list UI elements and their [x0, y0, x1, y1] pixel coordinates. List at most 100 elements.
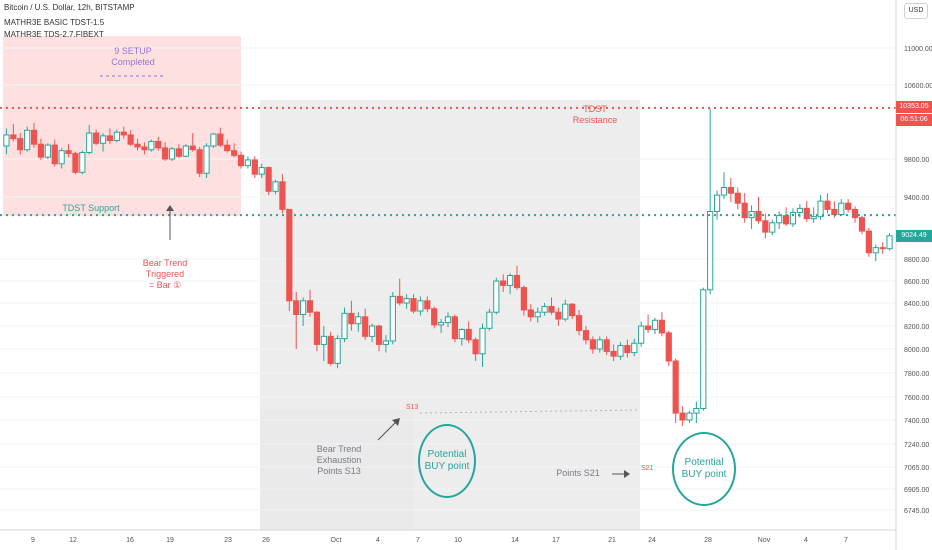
candle-body [617, 345, 624, 357]
setup-completed-label: 9 SETUP Completed [111, 46, 155, 67]
price-tick-label: 7600.00 [904, 395, 929, 402]
time-tick-label: 16 [126, 537, 134, 544]
candle-body [610, 350, 617, 357]
price-tick-label: 8400.00 [904, 301, 929, 308]
candle-body [603, 339, 610, 352]
candle-body [638, 325, 645, 344]
candle-body [803, 207, 810, 220]
candle-body [879, 247, 886, 250]
candle-body [534, 311, 541, 318]
setup-zone [3, 36, 241, 216]
candle-body [44, 144, 51, 158]
candle-body [776, 215, 783, 224]
indicator-label[interactable]: MATHR3E TDS-2.7.FIBEXT [4, 30, 104, 39]
countdown-tag: 06:51:06 [896, 114, 932, 126]
candle-body [658, 319, 665, 334]
candle-body [362, 316, 369, 337]
resistance-price-tag: 10353.05 [896, 101, 932, 113]
candle-body [258, 167, 265, 175]
price-tick-label: 10600.00 [904, 83, 932, 90]
candle-body [224, 144, 231, 152]
candle-body [817, 200, 824, 218]
candle-body [341, 312, 348, 340]
candle-body [155, 140, 162, 149]
candle-body [293, 300, 300, 315]
candle-body [189, 145, 196, 151]
candle-body [858, 217, 866, 232]
candle-body [396, 295, 403, 304]
candle-body [141, 146, 148, 151]
candle-body [665, 332, 672, 362]
time-tick-label: 4 [804, 537, 808, 544]
time-tick-label: 7 [844, 537, 848, 544]
candle-body [727, 187, 734, 194]
candle-body [886, 235, 893, 250]
candle-body [3, 134, 10, 147]
candle-body [596, 339, 603, 350]
candle-body [872, 247, 879, 254]
candle-body [410, 298, 417, 312]
candle-body [693, 408, 700, 414]
candle-body [106, 135, 114, 141]
candle-body [851, 208, 859, 219]
candle-body [755, 210, 762, 222]
price-tick-label: 7065.00 [904, 465, 929, 472]
candle-body [244, 159, 252, 167]
exhaustion-label: Bear Trend Exhaustion Points S13 [316, 444, 362, 476]
candle-body [472, 339, 479, 355]
candle-body [500, 280, 507, 286]
time-tick-label: 28 [704, 537, 712, 544]
candle-body [651, 319, 659, 330]
candle-body [796, 207, 803, 214]
candle-body [679, 412, 686, 421]
candle-body [541, 305, 548, 313]
candle-body [58, 150, 65, 165]
time-tick-label: 7 [416, 537, 420, 544]
candle-body [334, 338, 341, 364]
candle-body [438, 322, 445, 326]
candle-body [403, 298, 410, 304]
candle-body [306, 300, 314, 313]
time-tick-label: 12 [69, 537, 77, 544]
candle-body [424, 300, 431, 310]
bear-trend-label: Bear Trend Triggered = Bar ① [142, 258, 188, 290]
candle-body [845, 202, 852, 210]
candle-body [320, 335, 327, 345]
time-tick-label: 21 [608, 537, 616, 544]
candle-body [168, 148, 176, 160]
tdst-support-label: TDST Support [62, 203, 120, 213]
candle-body [24, 129, 31, 151]
candle-body [506, 275, 514, 286]
candle-body [838, 202, 845, 216]
price-tick-label: 7240.00 [904, 442, 929, 449]
arrow-head [166, 205, 174, 211]
price-tick-label: 8000.00 [904, 347, 929, 354]
candle-body [30, 129, 38, 145]
indicator-label[interactable]: MATHR3E BASIC TDST-1.5 [4, 18, 105, 27]
candle-body [720, 187, 728, 196]
time-tick-label: 19 [166, 537, 174, 544]
candle-body [582, 330, 590, 341]
candle-body [782, 215, 790, 225]
candle-body [810, 216, 817, 220]
candle-body [493, 280, 500, 313]
candle-body [575, 315, 583, 332]
price-tick-label: 8600.00 [904, 279, 929, 286]
candle-body [127, 134, 134, 145]
candle-body [86, 132, 93, 154]
candle-body [520, 287, 527, 311]
candle-body [417, 300, 424, 312]
time-tick-label: 23 [224, 537, 232, 544]
currency-button[interactable]: USD [904, 3, 928, 19]
candle-body [37, 143, 45, 158]
candle-body [865, 230, 872, 254]
candle-body [707, 210, 714, 291]
candle-body [93, 132, 100, 144]
candle-body [251, 159, 258, 175]
candle-body [300, 300, 307, 315]
candle-body [210, 133, 217, 147]
candle-body [148, 140, 155, 151]
candle-body [17, 138, 24, 151]
